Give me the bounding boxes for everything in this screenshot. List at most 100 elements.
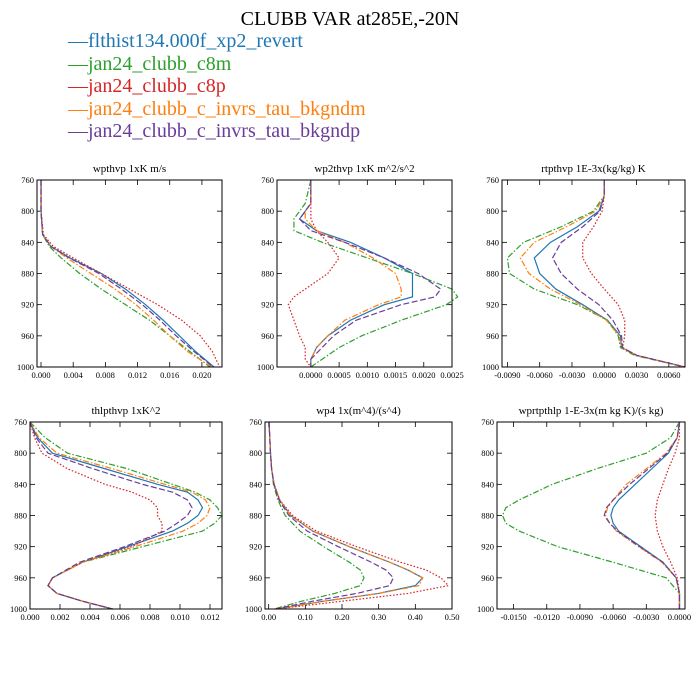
series-line: [533, 180, 686, 368]
series-line: [582, 180, 686, 368]
y-tick-label: 840: [14, 479, 27, 489]
x-tick-label: 0.004: [80, 612, 100, 622]
plot-frame: [264, 421, 453, 610]
panel: thlpthvp 1xK^276080084088092096010000.00…: [10, 405, 223, 622]
plot-frame: [496, 421, 686, 610]
series-line: [654, 422, 681, 609]
series-line: [268, 421, 365, 610]
y-tick-label: 800: [486, 206, 499, 216]
y-tick-label: 800: [261, 206, 274, 216]
legend-item: —jan24_clubb_c8p: [68, 75, 366, 98]
series-line: [29, 421, 204, 610]
x-tick-label: 0.010: [170, 612, 189, 622]
x-tick-label: -0.0030: [633, 612, 659, 622]
x-tick-label: 0.0000: [668, 612, 691, 622]
x-tick-label: 0.004: [64, 370, 84, 380]
plot-frame: [36, 179, 223, 368]
x-tick-label: -0.0090: [494, 370, 520, 380]
x-tick-label: -0.0030: [559, 370, 585, 380]
x-tick-label: 0.0000: [593, 370, 616, 380]
x-tick-label: 0.008: [96, 370, 115, 380]
y-tick-label: 920: [14, 542, 27, 552]
y-tick-label: 840: [486, 237, 499, 247]
y-tick-label: 960: [21, 331, 34, 341]
series-line: [304, 180, 402, 367]
series-line: [40, 180, 214, 368]
y-tick-label: 840: [261, 237, 274, 247]
series-line: [268, 421, 450, 610]
series-line: [268, 421, 395, 610]
panel: wp4 1x(m^4)/(s^4)76080084088092096010000…: [245, 405, 459, 622]
panel-title: thlpthvp 1xK^2: [91, 405, 160, 417]
plot-frame: [276, 179, 453, 368]
y-tick-label: 920: [21, 300, 34, 310]
series-line: [506, 180, 686, 368]
x-tick-label: 0.20: [335, 612, 350, 622]
series-line: [287, 180, 340, 368]
legend-label: jan24_clubb_c_invrs_tau_bkgndm: [88, 97, 366, 120]
legend-label: flthist134.000f_xp2_revert: [88, 30, 303, 52]
y-tick-label: 880: [14, 511, 27, 521]
y-tick-label: 880: [486, 269, 499, 279]
y-tick-label: 1000: [482, 362, 499, 372]
panel-title: rtpthvp 1E-3x(kg/kg) K: [541, 163, 646, 175]
y-tick-label: 920: [486, 300, 499, 310]
panel: wp2thvp 1xK m^2/s^2 760 800 840 880 920 960 100…: [257, 163, 464, 380]
series-line: [519, 180, 686, 368]
panel-title: wprtpthlp 1-E-3x(m kg K)/(s kg): [519, 405, 664, 417]
y-tick-label: 960: [261, 331, 274, 341]
x-tick-label: 0.002: [50, 612, 69, 622]
y-tick-label: 880: [261, 269, 274, 279]
x-tick-label: 0.50: [445, 612, 460, 622]
series-line: [40, 180, 221, 368]
panel: wpthvp 1xK m/s76080084088092096010000.00…: [17, 163, 223, 380]
x-tick-label: 0.10: [298, 612, 313, 622]
series-line: [298, 180, 442, 367]
y-tick-label: 840: [249, 479, 262, 489]
y-tick-label: 760: [14, 417, 27, 427]
series-line: [29, 421, 193, 610]
y-tick-label: 760: [481, 417, 494, 427]
x-tick-label: 0.0060: [657, 370, 680, 380]
series-line: [29, 421, 223, 610]
y-tick-label: 1000: [17, 362, 34, 372]
y-tick-label: 920: [261, 300, 274, 310]
y-tick-label: 960: [481, 573, 494, 583]
y-tick-label: 1000: [477, 604, 494, 614]
legend-label: jan24_clubb_c_invrs_tau_bkgndp: [88, 120, 361, 143]
x-tick-label: 0.30: [371, 612, 386, 622]
x-tick-label: -0.0150: [500, 612, 526, 622]
x-tick-label: 0.020: [192, 370, 211, 380]
x-tick-label: -0.0120: [534, 612, 560, 622]
series-line: [268, 421, 424, 610]
y-tick-label: 800: [14, 448, 27, 458]
y-tick-label: 800: [481, 448, 494, 458]
x-tick-label: 0.0020: [412, 370, 435, 380]
x-tick-label: -0.0060: [600, 612, 626, 622]
y-tick-label: 840: [21, 237, 34, 247]
x-tick-label: 0.012: [128, 370, 147, 380]
series-line: [29, 421, 211, 610]
x-tick-label: 0.012: [200, 612, 219, 622]
x-tick-label: 0.0025: [440, 370, 463, 380]
legend-item: —jan24_clubb_c8m: [68, 53, 366, 76]
legend-label: jan24_clubb_c8p: [88, 75, 226, 98]
x-tick-label: 0.0015: [384, 370, 407, 380]
legend-label: jan24_clubb_c8m: [88, 52, 232, 75]
y-tick-label: 960: [249, 573, 262, 583]
series-line: [40, 180, 211, 368]
x-tick-label: 0.008: [140, 612, 159, 622]
legend-item: —jan24_clubb_c_invrs_tau_bkgndp: [68, 120, 366, 143]
x-tick-label: -0.0060: [527, 370, 553, 380]
panel-title: wp2thvp 1xK m^2/s^2: [314, 163, 414, 175]
series-line: [551, 180, 686, 368]
panel: rtpthvp 1E-3x(kg/kg) K 760 800 840 880 920 960…: [482, 163, 686, 380]
y-tick-label: 760: [21, 175, 34, 185]
panel: wprtpthlp 1-E-3x(m kg K)/(s kg) 760 800 840…: [477, 405, 691, 622]
y-tick-label: 880: [249, 511, 262, 521]
x-tick-label: 0.00: [261, 612, 276, 622]
series-line: [501, 421, 681, 609]
y-tick-label: 960: [14, 573, 27, 583]
series-line: [40, 180, 212, 368]
figure-title: CLUBB VAR at285E,-20N: [240, 8, 460, 30]
